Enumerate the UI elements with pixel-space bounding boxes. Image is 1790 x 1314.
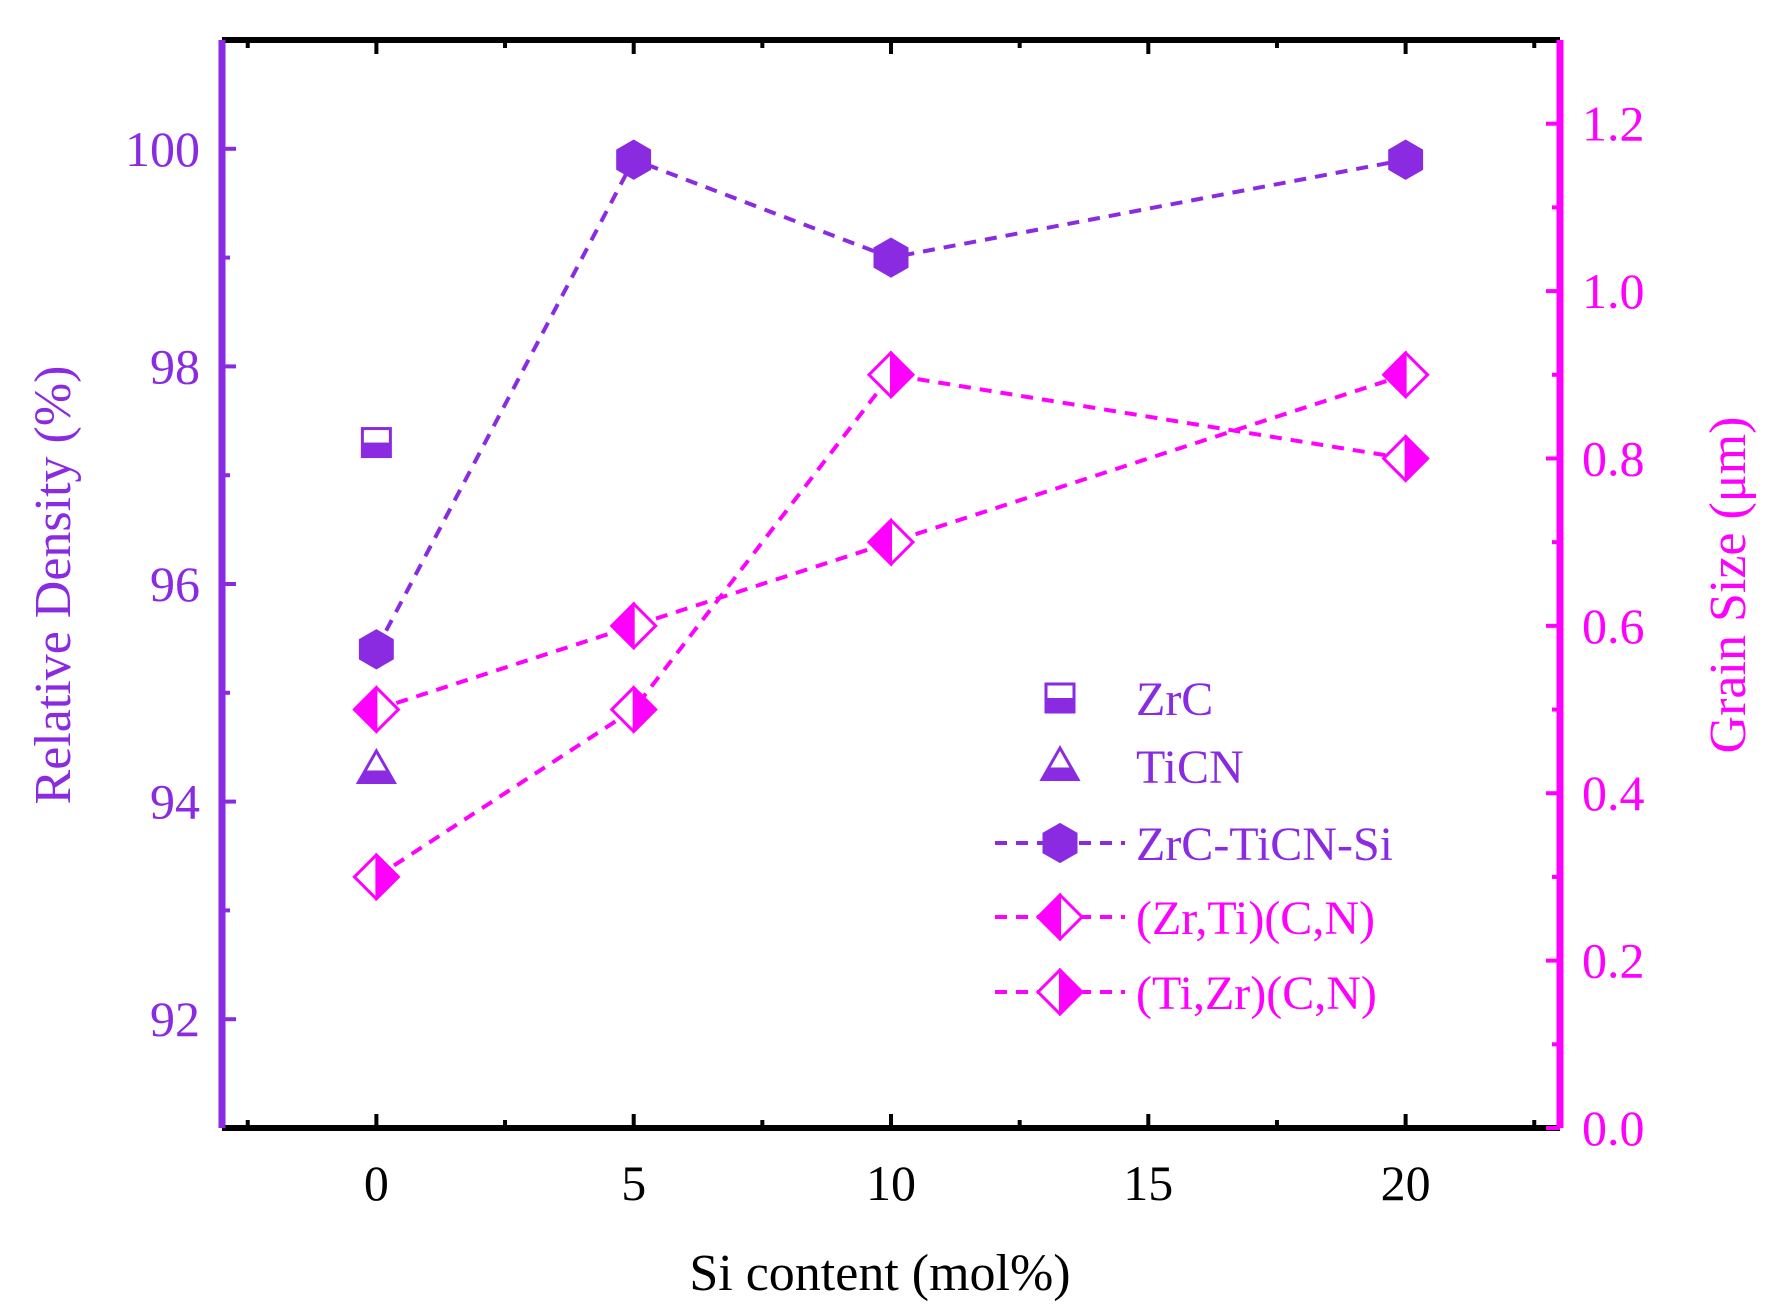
legend-marker (1044, 682, 1076, 714)
right-y-tick-label: 0.6 (1582, 598, 1645, 654)
hexagon-marker-shape (1388, 139, 1424, 180)
legend-label: (Ti,Zr)(C,N) (1136, 967, 1377, 1020)
legend-label: TiCN (1136, 741, 1244, 794)
data-point-zrc-ticn-si (873, 237, 909, 278)
right-y-tick-label: 0.4 (1582, 765, 1645, 821)
diamond-marker-fill (1059, 967, 1084, 1017)
data-point-zr-ti-c-n (609, 601, 658, 651)
legend-marker (1042, 822, 1078, 864)
left-y-tick-label: 92 (150, 991, 200, 1047)
x-tick-label: 10 (866, 1155, 916, 1211)
right-y-tick-label: 0.8 (1582, 430, 1645, 486)
legend-marker (1035, 892, 1085, 942)
chart-frame (218, 37, 1564, 1131)
left-y-tick-label: 98 (150, 338, 200, 394)
diamond-marker-fill (1036, 892, 1061, 942)
left-y-tick-label: 100 (125, 121, 200, 177)
legend-item-ti-zr-c-n: (Ti,Zr)(C,N) (995, 967, 1377, 1020)
data-point-zrc-ticn-si (616, 139, 652, 180)
right-y-axis-title: Grain Size (μm) (1700, 417, 1757, 754)
legend-marker (1039, 744, 1081, 781)
right-y-tick-label: 0.0 (1582, 1100, 1645, 1156)
diamond-marker-fill (375, 852, 400, 902)
hexagon-marker-shape (616, 139, 652, 180)
square-marker-fill (1046, 698, 1074, 712)
right-y-tick-label: 1.0 (1582, 263, 1645, 319)
hexagon-marker-shape (1042, 822, 1078, 864)
diamond-marker-fill (610, 601, 635, 651)
right-y-axis: 0.0 0.2 0.4 0.6 0.8 1.0 1.2 (1546, 96, 1645, 1156)
legend-item-zrc: ZrC (1044, 673, 1213, 726)
series-line-zrc-ticn-si (374, 157, 1406, 651)
diamond-marker-fill (1404, 434, 1430, 483)
data-point-ticn (355, 747, 397, 784)
diamond-marker-fill (1382, 350, 1407, 400)
left-y-axis: 92 94 96 98 100 (125, 121, 236, 1047)
x-axis-title: Si content (mol%) (689, 1245, 1070, 1302)
legend-label: ZrC (1136, 673, 1213, 726)
square-marker-fill (362, 442, 391, 457)
left-y-tick-label: 96 (150, 556, 200, 612)
x-tick-label: 20 (1381, 1155, 1431, 1211)
legend: ZrC TiCN ZrC-TiCN-Si (Zr,Ti)(C,N) (Ti,Zr)(C,… (995, 673, 1393, 1020)
data-point-zr-ti-c-n (866, 517, 916, 567)
diamond-marker-fill (867, 517, 892, 567)
right-y-tick-label: 1.2 (1582, 96, 1645, 152)
diamond-marker-fill (890, 350, 915, 400)
x-tick-label: 5 (621, 1155, 646, 1211)
triangle-marker-fill (1041, 767, 1079, 780)
x-tick-label: 0 (364, 1155, 389, 1211)
series-layer (352, 139, 1430, 902)
hexagon-marker-shape (358, 629, 394, 670)
diamond-marker-fill (352, 685, 378, 734)
x-tick-label: 15 (1123, 1155, 1173, 1211)
left-y-axis-title: Relative Density (%) (25, 366, 82, 805)
data-point-zrc (360, 427, 392, 459)
legend-label: (Zr,Ti)(C,N) (1136, 892, 1375, 945)
hexagon-marker-shape (873, 237, 909, 278)
x-axis: 0 5 10 15 20 (245, 40, 1537, 1211)
data-point-zr-ti-c-n (352, 685, 401, 734)
diamond-marker-fill (632, 685, 658, 734)
legend-marker (1035, 967, 1085, 1017)
data-point-ti-zr-c-n (352, 852, 401, 902)
legend-item-zrc-ticn-si: ZrC-TiCN-Si (995, 818, 1393, 871)
data-point-ti-zr-c-n (609, 685, 658, 734)
data-point-ti-zr-c-n (1381, 434, 1430, 483)
left-y-tick-label: 94 (150, 774, 200, 830)
data-point-zrc-ticn-si (358, 629, 394, 670)
legend-item-zr-ti-c-n: (Zr,Ti)(C,N) (995, 892, 1375, 945)
data-point-ti-zr-c-n (866, 350, 916, 400)
legend-label: ZrC-TiCN-Si (1136, 818, 1393, 871)
data-point-zr-ti-c-n (1381, 350, 1430, 400)
right-y-tick-label: 0.2 (1582, 933, 1645, 989)
legend-item-ticn: TiCN (1039, 741, 1244, 794)
series-line-zr-ti-c-n (375, 372, 1407, 712)
series-line-ti-zr-c-n (375, 372, 1406, 879)
triangle-marker-fill (357, 770, 396, 783)
data-point-zrc-ticn-si (1388, 139, 1424, 180)
